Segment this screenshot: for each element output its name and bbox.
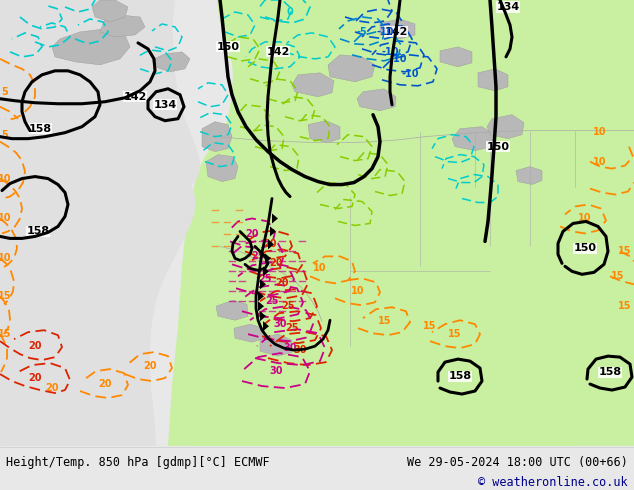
Text: 10: 10: [593, 127, 607, 137]
Polygon shape: [0, 0, 196, 446]
Polygon shape: [478, 69, 508, 91]
Text: 25: 25: [281, 301, 295, 311]
Polygon shape: [268, 240, 274, 249]
Text: 20: 20: [269, 258, 283, 269]
Polygon shape: [0, 0, 200, 206]
Text: 20: 20: [98, 379, 112, 389]
Text: 15: 15: [618, 301, 631, 311]
Text: -10: -10: [376, 27, 394, 37]
Text: -10: -10: [401, 69, 418, 79]
Text: 25: 25: [265, 296, 279, 306]
Text: 20: 20: [245, 229, 259, 240]
Text: 15: 15: [0, 329, 12, 339]
Text: 30: 30: [269, 366, 283, 376]
Text: 158: 158: [598, 367, 621, 377]
Text: 5: 5: [2, 130, 8, 140]
Text: 30: 30: [283, 343, 297, 353]
Text: 142: 142: [266, 47, 290, 57]
Polygon shape: [270, 226, 276, 236]
Text: 10: 10: [351, 286, 365, 296]
Text: 10: 10: [593, 157, 607, 167]
Polygon shape: [195, 0, 634, 446]
Text: 25: 25: [285, 323, 299, 333]
Text: 158: 158: [29, 123, 51, 134]
Text: 150: 150: [486, 142, 510, 151]
Text: 20: 20: [275, 278, 288, 288]
Text: 15: 15: [611, 271, 624, 281]
Text: 20: 20: [29, 373, 42, 383]
Polygon shape: [260, 311, 266, 321]
Polygon shape: [328, 55, 375, 82]
Text: 158: 158: [448, 371, 472, 381]
Polygon shape: [260, 279, 266, 289]
Text: 10: 10: [0, 214, 12, 223]
Text: 20: 20: [143, 361, 157, 371]
Text: 134: 134: [153, 100, 177, 110]
Polygon shape: [308, 121, 340, 143]
Text: 10: 10: [0, 253, 12, 263]
Text: 142: 142: [123, 92, 146, 102]
Polygon shape: [260, 334, 292, 356]
Text: 20: 20: [263, 240, 277, 249]
Text: -5: -5: [356, 27, 367, 37]
Polygon shape: [440, 47, 472, 67]
Polygon shape: [487, 115, 524, 139]
Polygon shape: [100, 15, 145, 37]
Text: 5: 5: [2, 87, 8, 97]
Polygon shape: [234, 324, 265, 342]
Text: 15: 15: [0, 291, 12, 301]
Polygon shape: [263, 321, 269, 331]
Text: 10: 10: [313, 263, 327, 273]
Text: 10: 10: [578, 214, 592, 223]
Text: 15: 15: [378, 316, 392, 326]
Polygon shape: [292, 73, 334, 97]
Text: 30: 30: [273, 319, 287, 329]
Polygon shape: [263, 267, 269, 276]
Text: 10: 10: [0, 173, 12, 184]
Text: 134: 134: [496, 2, 520, 12]
Text: 25: 25: [251, 251, 265, 261]
Polygon shape: [258, 291, 264, 301]
Polygon shape: [168, 0, 634, 446]
Text: 25: 25: [258, 274, 272, 284]
Text: Height/Temp. 850 hPa [gdmp][°C] ECMWF: Height/Temp. 850 hPa [gdmp][°C] ECMWF: [6, 456, 270, 469]
Text: 158: 158: [27, 226, 49, 237]
Text: 20: 20: [45, 383, 59, 393]
Polygon shape: [357, 89, 396, 111]
Text: 15: 15: [618, 246, 631, 256]
Polygon shape: [380, 19, 415, 39]
Text: -10: -10: [389, 54, 407, 64]
Polygon shape: [265, 253, 271, 263]
Polygon shape: [202, 122, 232, 151]
Polygon shape: [258, 301, 264, 311]
Text: 30: 30: [294, 345, 307, 355]
Polygon shape: [272, 214, 278, 223]
Text: -10: -10: [381, 47, 399, 57]
Polygon shape: [206, 155, 238, 182]
Text: 142: 142: [384, 27, 408, 37]
Text: 15: 15: [448, 329, 462, 339]
Polygon shape: [152, 52, 190, 72]
Text: 150: 150: [216, 42, 240, 52]
Polygon shape: [52, 29, 130, 65]
Text: 20: 20: [29, 341, 42, 351]
Polygon shape: [516, 167, 542, 185]
Text: 150: 150: [574, 244, 597, 253]
Polygon shape: [216, 300, 248, 320]
Text: 0: 0: [287, 7, 294, 17]
Polygon shape: [92, 0, 128, 22]
Text: We 29-05-2024 18:00 UTC (00+66): We 29-05-2024 18:00 UTC (00+66): [407, 456, 628, 469]
Polygon shape: [452, 127, 494, 150]
Text: © weatheronline.co.uk: © weatheronline.co.uk: [478, 476, 628, 489]
Text: 15: 15: [424, 321, 437, 331]
